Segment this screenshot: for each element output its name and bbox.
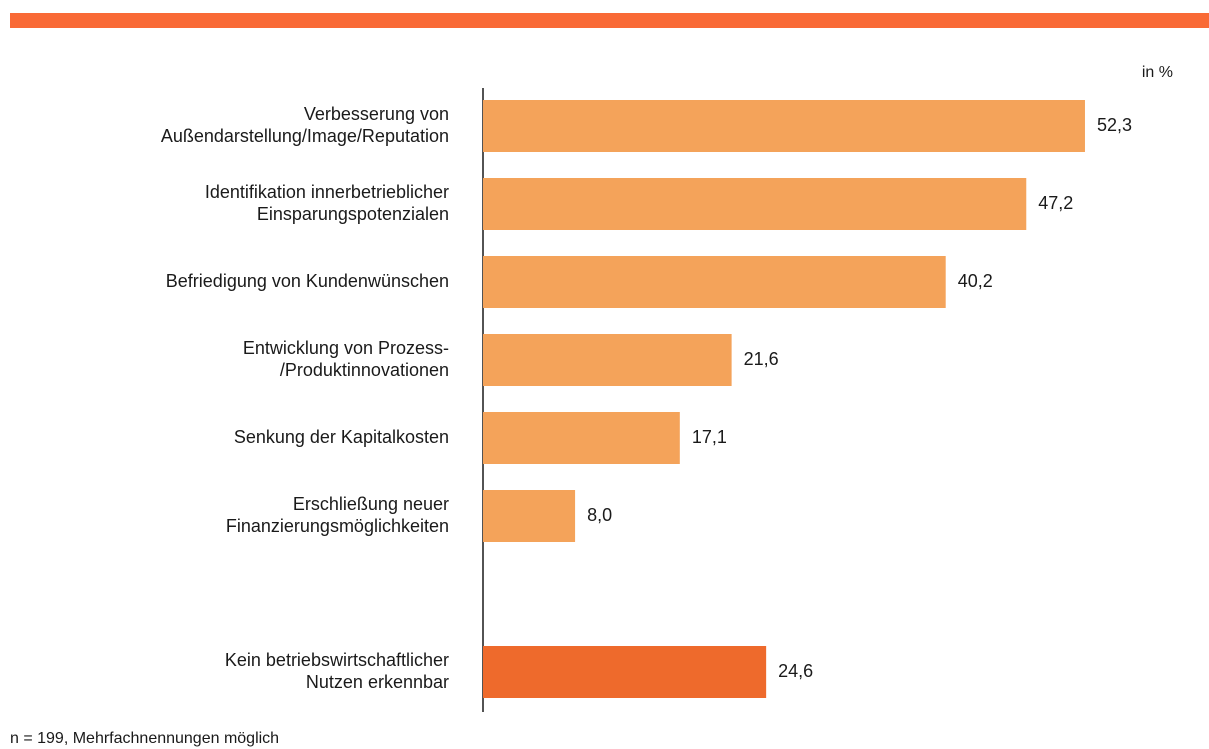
category-label: Senkung der Kapitalkosten bbox=[234, 427, 449, 447]
category-label: Außendarstellung/Image/Reputation bbox=[161, 126, 449, 146]
value-label: 52,3 bbox=[1097, 115, 1132, 135]
value-label: 40,2 bbox=[958, 271, 993, 291]
category-label: Identifikation innerbetrieblicher bbox=[205, 182, 449, 202]
bar bbox=[483, 334, 732, 386]
note: n = 199, Mehrfachnennungen möglich bbox=[10, 730, 279, 747]
value-label: 8,0 bbox=[587, 505, 612, 525]
value-label: 21,6 bbox=[744, 349, 779, 369]
value-label: 47,2 bbox=[1038, 193, 1073, 213]
category-label: Erschließung neuer bbox=[293, 494, 449, 514]
value-label: 24,6 bbox=[778, 661, 813, 681]
category-label: Kein betriebswirtschaftlicher bbox=[225, 650, 449, 670]
bar bbox=[483, 646, 767, 698]
bar bbox=[483, 256, 946, 308]
category-label: Entwicklung von Prozess- bbox=[243, 338, 449, 358]
category-label: Finanzierungsmöglichkeiten bbox=[226, 516, 449, 536]
top-stripe bbox=[10, 13, 1209, 28]
bar bbox=[483, 100, 1085, 152]
category-label: Befriedigung von Kundenwünschen bbox=[166, 271, 449, 291]
bar bbox=[483, 412, 680, 464]
category-label: Nutzen erkennbar bbox=[306, 672, 449, 692]
category-label: /Produktinnovationen bbox=[280, 360, 449, 380]
value-label: 17,1 bbox=[692, 427, 727, 447]
category-label: Einsparungspotenzialen bbox=[257, 204, 449, 224]
bar bbox=[483, 490, 576, 542]
category-label: Verbesserung von bbox=[304, 104, 449, 124]
unit-label: in % bbox=[1142, 64, 1173, 81]
bar bbox=[483, 178, 1027, 230]
